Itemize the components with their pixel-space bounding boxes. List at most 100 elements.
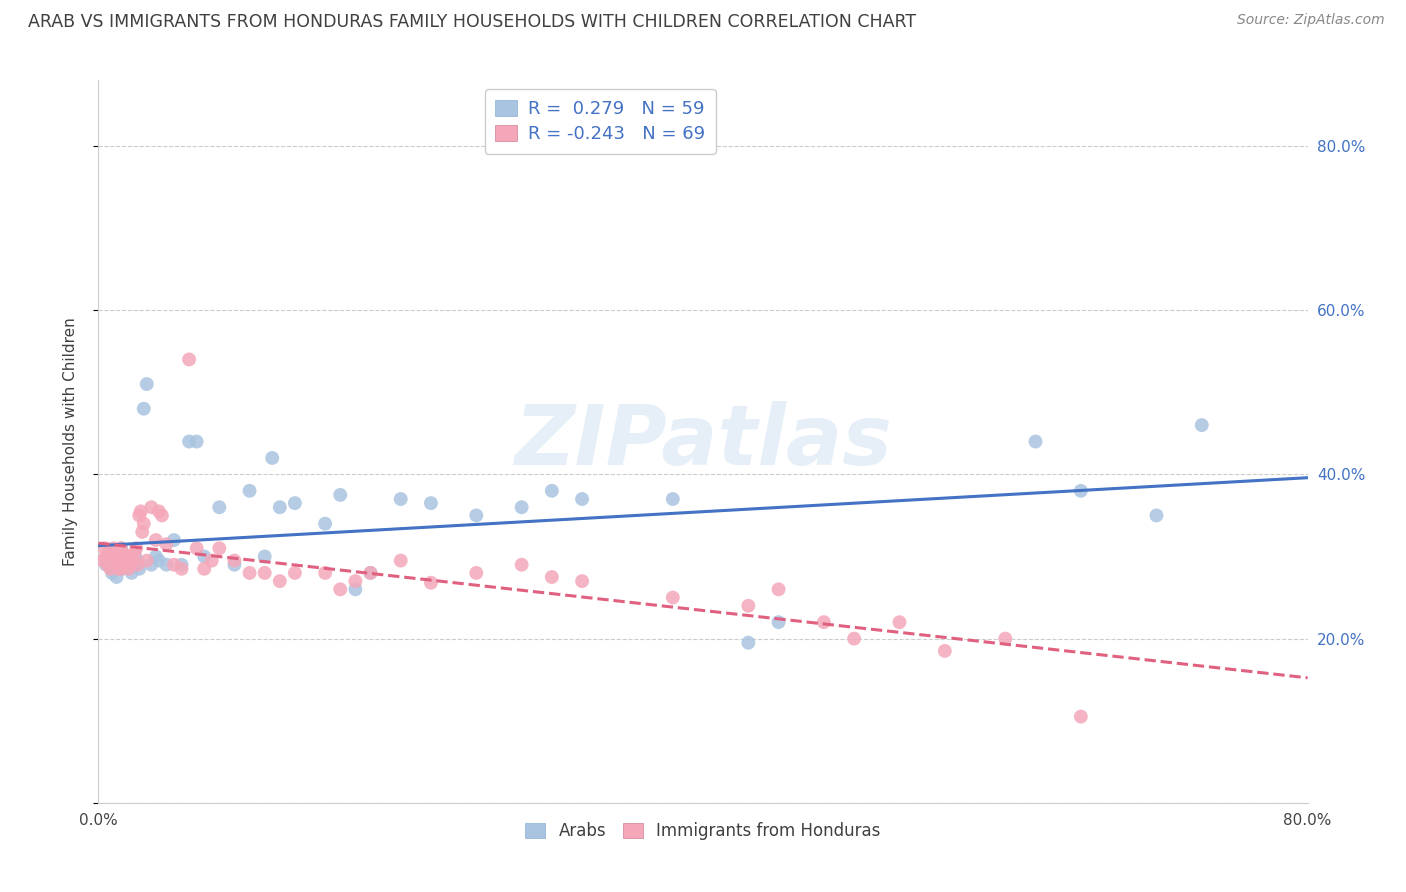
Point: [269, 574, 291, 588]
Point: [389, 491, 412, 506]
Point: [108, 553, 131, 567]
Point: [329, 488, 352, 502]
Point: [1191, 418, 1213, 433]
Point: [420, 575, 443, 590]
Point: [465, 508, 488, 523]
Point: [208, 500, 231, 515]
Point: [208, 541, 231, 556]
Point: [98, 545, 121, 559]
Point: [813, 615, 835, 630]
Point: [284, 566, 307, 580]
Point: [737, 599, 759, 613]
Point: [141, 558, 163, 572]
Point: [141, 500, 163, 515]
Point: [110, 562, 132, 576]
Point: [239, 566, 262, 580]
Point: [269, 500, 291, 515]
Point: [934, 644, 956, 658]
Point: [96, 558, 118, 572]
Point: [253, 566, 276, 580]
Point: [110, 562, 132, 576]
Point: [844, 632, 866, 646]
Point: [994, 632, 1017, 646]
Point: [155, 537, 177, 551]
Point: [420, 496, 443, 510]
Point: [224, 558, 246, 572]
Legend: Arabs, Immigrants from Honduras: Arabs, Immigrants from Honduras: [517, 814, 889, 848]
Point: [105, 545, 128, 559]
Point: [284, 496, 307, 510]
Point: [661, 491, 683, 506]
Point: [122, 553, 145, 567]
Point: [389, 553, 412, 567]
Text: ARAB VS IMMIGRANTS FROM HONDURAS FAMILY HOUSEHOLDS WITH CHILDREN CORRELATION CHA: ARAB VS IMMIGRANTS FROM HONDURAS FAMILY …: [28, 13, 917, 31]
Point: [186, 434, 208, 449]
Point: [110, 541, 132, 556]
Point: [121, 566, 143, 580]
Point: [124, 545, 146, 559]
Point: [465, 566, 488, 580]
Point: [131, 524, 153, 539]
Point: [889, 615, 911, 630]
Point: [103, 553, 125, 567]
Point: [129, 504, 152, 518]
Point: [253, 549, 276, 564]
Point: [122, 553, 145, 567]
Point: [91, 553, 114, 567]
Point: [115, 549, 138, 564]
Point: [107, 558, 129, 572]
Point: [93, 541, 115, 556]
Point: [121, 549, 143, 564]
Point: [571, 491, 593, 506]
Point: [103, 541, 125, 556]
Point: [111, 562, 134, 576]
Point: [110, 553, 132, 567]
Point: [262, 450, 284, 465]
Point: [186, 541, 208, 556]
Point: [148, 553, 170, 567]
Point: [737, 636, 759, 650]
Text: Source: ZipAtlas.com: Source: ZipAtlas.com: [1237, 13, 1385, 28]
Point: [170, 562, 193, 576]
Point: [128, 508, 150, 523]
Point: [510, 500, 533, 515]
Point: [344, 582, 367, 597]
Point: [105, 570, 128, 584]
Point: [768, 582, 790, 597]
Point: [110, 541, 132, 556]
Point: [193, 549, 215, 564]
Point: [224, 553, 246, 567]
Point: [114, 558, 136, 572]
Point: [125, 541, 148, 556]
Point: [329, 582, 352, 597]
Point: [1070, 483, 1092, 498]
Point: [163, 533, 186, 547]
Text: ZIPatlas: ZIPatlas: [515, 401, 891, 482]
Point: [360, 566, 382, 580]
Point: [94, 558, 117, 572]
Point: [118, 558, 141, 572]
Point: [132, 516, 155, 531]
Point: [239, 483, 262, 498]
Point: [135, 553, 157, 567]
Point: [112, 549, 135, 564]
Point: [124, 549, 146, 564]
Point: [107, 562, 129, 576]
Point: [104, 549, 127, 564]
Point: [1024, 434, 1046, 449]
Point: [118, 549, 141, 564]
Point: [201, 553, 224, 567]
Point: [103, 549, 125, 564]
Point: [179, 434, 201, 449]
Point: [145, 549, 167, 564]
Point: [135, 377, 157, 392]
Point: [1070, 709, 1092, 723]
Point: [170, 558, 193, 572]
Point: [108, 549, 131, 564]
Point: [94, 549, 117, 564]
Point: [148, 504, 170, 518]
Point: [112, 549, 135, 564]
Point: [103, 562, 125, 576]
Point: [120, 553, 142, 567]
Point: [540, 570, 562, 584]
